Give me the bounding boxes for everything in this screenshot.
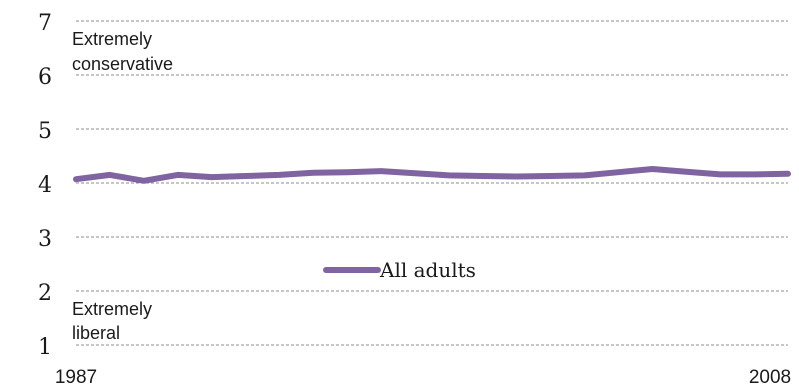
annotation-bottom-line-1: Extremely bbox=[72, 299, 152, 319]
series-group bbox=[73, 166, 791, 184]
data-point-1992 bbox=[243, 173, 248, 179]
data-point-2007 bbox=[751, 171, 757, 177]
y-tick-label-4: 4 bbox=[38, 173, 52, 198]
data-point-1987 bbox=[73, 176, 79, 182]
annotation-top-line-2: conservative bbox=[72, 54, 173, 74]
data-point-1988 bbox=[107, 172, 113, 178]
data-point-2001 bbox=[548, 173, 554, 179]
y-tick-label-6: 6 bbox=[38, 65, 52, 90]
y-tick-label-1: 1 bbox=[38, 335, 52, 360]
data-point-2006 bbox=[717, 171, 723, 177]
x-tick-label-2008: 2008 bbox=[749, 367, 791, 388]
y-tick-label-2: 2 bbox=[38, 281, 52, 306]
data-point-2002 bbox=[582, 172, 588, 178]
x-tick-label-1987: 1987 bbox=[55, 367, 97, 388]
data-point-1995 bbox=[344, 169, 350, 175]
data-point-1997 bbox=[412, 170, 418, 176]
data-point-1998 bbox=[446, 172, 452, 178]
data-point-1991 bbox=[209, 174, 215, 180]
data-point-1994 bbox=[310, 170, 316, 176]
legend-label: All adults bbox=[379, 258, 476, 282]
y-tick-label-5: 5 bbox=[38, 119, 52, 144]
y-tick-label-3: 3 bbox=[38, 227, 52, 252]
series-line-0 bbox=[73, 166, 791, 184]
y-axis-ticks: 1 2 3 4 5 6 7 bbox=[38, 11, 52, 360]
legend: All adults bbox=[323, 258, 476, 282]
data-point-2004 bbox=[649, 166, 655, 172]
grid-lines bbox=[76, 20, 788, 346]
data-point-1990 bbox=[175, 172, 181, 178]
data-point-1996 bbox=[378, 168, 384, 174]
data-point-2008 bbox=[785, 171, 791, 177]
data-point-1999 bbox=[480, 173, 486, 179]
data-point-2003 bbox=[616, 169, 621, 175]
annotation-bottom: Extremely liberal bbox=[72, 299, 152, 343]
annotation-top-line-1: Extremely bbox=[72, 29, 152, 49]
annotation-top: Extremely conservative bbox=[72, 29, 173, 74]
y-tick-label-7: 7 bbox=[38, 11, 52, 36]
annotation-bottom-line-2: liberal bbox=[72, 323, 120, 343]
x-axis-ticks: 1987 2008 bbox=[55, 367, 791, 388]
data-point-2000 bbox=[514, 174, 520, 179]
data-point-1989 bbox=[141, 178, 147, 184]
data-point-2005 bbox=[683, 169, 689, 175]
data-point-1993 bbox=[276, 172, 282, 178]
